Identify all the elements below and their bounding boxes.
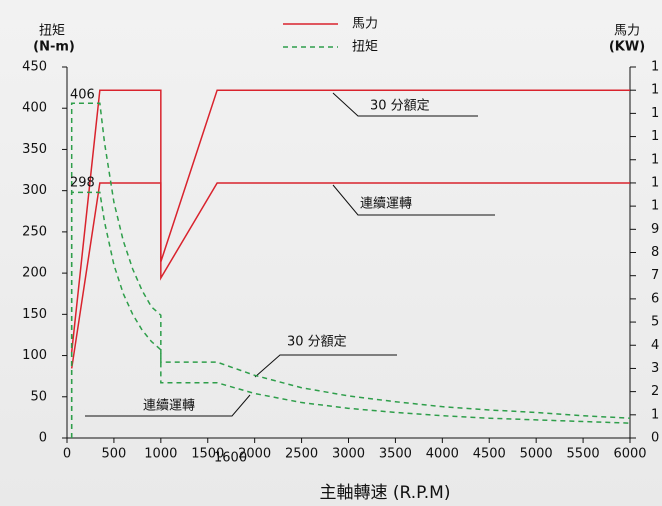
y-tick-label: 400 xyxy=(22,101,47,116)
annotation: 298 xyxy=(70,176,95,191)
y2-tick-label: 3 xyxy=(651,361,659,376)
x-tick-label: 3000 xyxy=(332,447,365,462)
y-tick-label: 250 xyxy=(22,224,47,239)
y2-tick-label: 2 xyxy=(651,384,659,399)
y2-tick-label: 7 xyxy=(651,268,659,283)
x-tick-label: 2000 xyxy=(238,447,271,462)
annotation: 406 xyxy=(70,88,95,103)
y2-tick-label: 1 xyxy=(651,60,659,75)
x-tick-label: 4000 xyxy=(426,447,459,462)
y-tick-label: 350 xyxy=(22,142,47,157)
y-tick-label: 300 xyxy=(22,183,47,198)
x-tick-label: 1000 xyxy=(144,447,177,462)
y2-tick-label: 8 xyxy=(651,245,659,260)
y2-tick-label: 1 xyxy=(651,106,659,121)
data-line xyxy=(70,102,631,438)
x-tick-label: 5000 xyxy=(520,447,553,462)
x-tick-label: 4500 xyxy=(473,447,506,462)
y-tick-label: 100 xyxy=(22,348,47,363)
y2-tick-label: 1 xyxy=(651,129,659,144)
y-tick-label: 150 xyxy=(22,307,47,322)
x-tick-label: 2500 xyxy=(285,447,318,462)
y2-axis-title: 馬力 xyxy=(614,24,640,39)
x-tick-label: 3500 xyxy=(379,447,412,462)
annotation: 1600 xyxy=(214,451,247,466)
annotation: 連續運轉 xyxy=(360,197,412,212)
y2-tick-label: 6 xyxy=(651,291,659,306)
x-tick-label: 5500 xyxy=(567,447,600,462)
legend-label: 馬力 xyxy=(352,17,378,32)
annotation: 30 分額定 xyxy=(287,335,347,350)
data-line xyxy=(70,191,631,438)
leader-line xyxy=(85,394,251,417)
x-tick-label: 6000 xyxy=(613,447,646,462)
y-tick-label: 450 xyxy=(22,60,47,75)
y2-tick-label: 1 xyxy=(651,152,659,167)
y-tick-label: 200 xyxy=(22,266,47,281)
y2-tick-label: 1 xyxy=(651,407,659,422)
x-tick-label: 500 xyxy=(102,447,127,462)
y2-tick-label: 9 xyxy=(651,222,659,237)
y2-tick-label: 1 xyxy=(651,175,659,190)
x-tick-label: 0 xyxy=(63,447,71,462)
x-axis-title: 主軸轉速 (R.P.M) xyxy=(320,483,451,503)
annotation: 30 分額定 xyxy=(370,99,430,114)
y2-tick-label: 1 xyxy=(651,199,659,214)
y2-tick-label: 4 xyxy=(651,338,659,353)
data-line xyxy=(70,182,630,369)
x-tick-label: 1500 xyxy=(191,447,224,462)
y2-tick-label: 0 xyxy=(651,431,659,446)
leader-line xyxy=(254,354,397,378)
y-axis-title: 扭矩 xyxy=(39,24,65,39)
leader-line xyxy=(332,92,478,117)
y2-tick-label: 5 xyxy=(651,315,659,330)
y-axis-unit: (N-m) xyxy=(33,40,75,55)
y2-tick-label: 1 xyxy=(651,83,659,98)
annotation: 連續運轉 xyxy=(143,399,195,414)
y-tick-label: 50 xyxy=(30,389,47,404)
data-line xyxy=(70,89,630,353)
legend-label: 扭矩 xyxy=(352,40,378,55)
y-tick-label: 0 xyxy=(39,431,47,446)
y2-axis-unit: (KW) xyxy=(609,40,645,55)
leader-line xyxy=(332,184,495,216)
